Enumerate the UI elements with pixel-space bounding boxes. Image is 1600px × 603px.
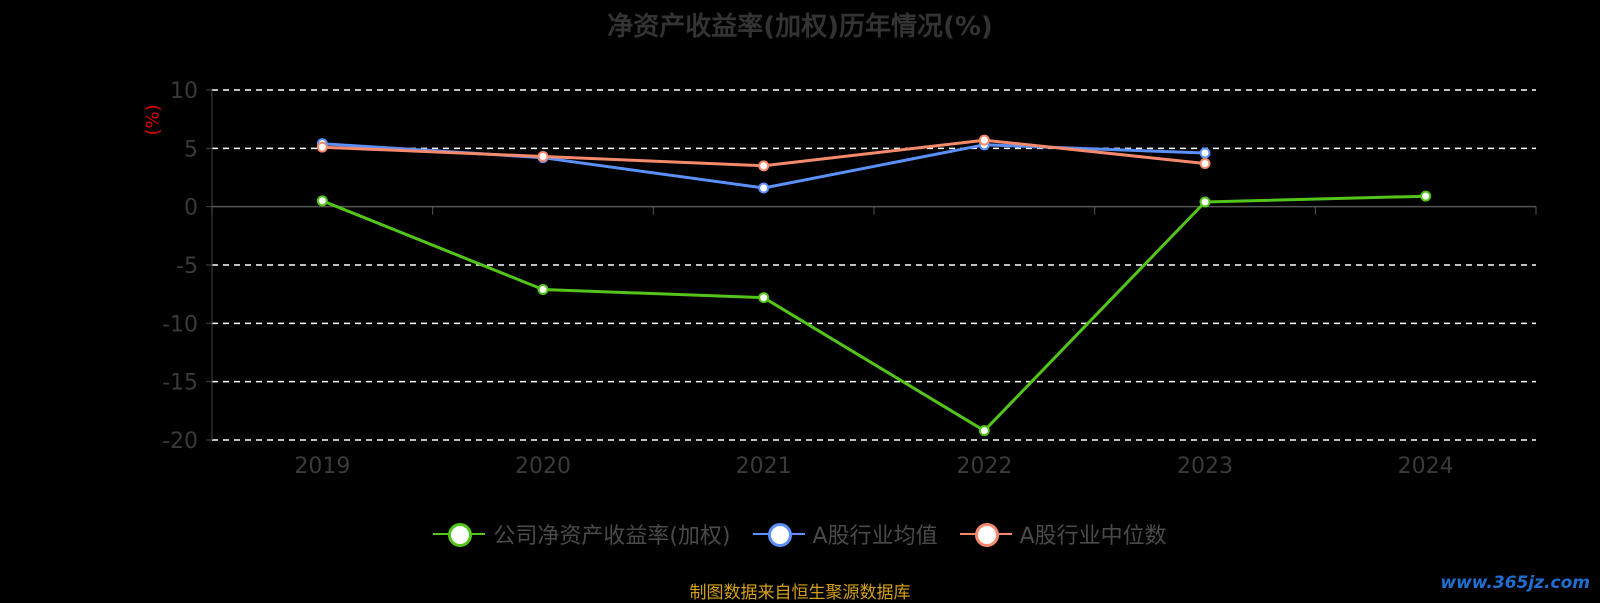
legend: 公司净资产收益率(加权) A股行业均值 A股行业中位数 (0, 518, 1600, 550)
watermark: www.365jz.com (1440, 573, 1590, 593)
x-tick-label: 2022 (956, 454, 1012, 479)
data-point (1199, 196, 1211, 208)
y-tick-label: 5 (184, 137, 198, 162)
legend-label-company: 公司净资产收益率(加权) (493, 524, 731, 549)
data-source-note: 制图数据来自恒生聚源数据库 (689, 583, 911, 603)
legend-marker-industry-mean (752, 522, 805, 547)
data-point (978, 134, 990, 146)
y-tick-label: -10 (162, 312, 198, 337)
y-tick-label: 10 (170, 79, 198, 104)
x-tick-label: 2020 (515, 454, 571, 479)
legend-marker-industry-median (959, 522, 1012, 547)
legend-marker-company (433, 522, 486, 547)
x-tick-label: 2023 (1177, 454, 1233, 479)
legend-item-industry-mean[interactable]: A股行业均值 (752, 518, 938, 550)
data-point (758, 160, 770, 172)
data-point (758, 292, 770, 304)
axes (206, 89, 1537, 441)
y-tick-label: 0 (184, 196, 198, 221)
legend-item-company[interactable]: 公司净资产收益率(加权) (433, 518, 731, 550)
x-tick-label: 2024 (1398, 454, 1454, 479)
y-tick-label: -20 (162, 429, 198, 454)
chart-title: 净资产收益率(加权)历年情况(%) (607, 12, 993, 42)
x-tick-label: 2019 (294, 454, 350, 479)
legend-label-industry-median: A股行业中位数 (1019, 524, 1167, 549)
data-point (537, 151, 549, 162)
series-line-0 (321, 194, 1426, 433)
grid-lines (212, 89, 1536, 441)
data-point (978, 425, 990, 437)
data-point (316, 141, 328, 153)
legend-item-industry-median[interactable]: A股行业中位数 (959, 518, 1167, 550)
data-point (537, 284, 549, 295)
legend-label-industry-mean: A股行业均值 (812, 524, 938, 549)
data-point (316, 195, 328, 207)
data-point (1199, 147, 1211, 159)
data-point (1420, 190, 1432, 202)
tick-labels: 10 5 0 -5 -10 -15 -20 2019 2020 2021 2022 2023 2024 (162, 79, 1454, 479)
series-lines (316, 134, 1432, 437)
data-point (1199, 158, 1211, 169)
y-tick-label: -15 (162, 371, 198, 396)
data-point (758, 182, 770, 194)
y-tick-label: -5 (176, 254, 198, 279)
x-tick-label: 2021 (736, 454, 792, 479)
